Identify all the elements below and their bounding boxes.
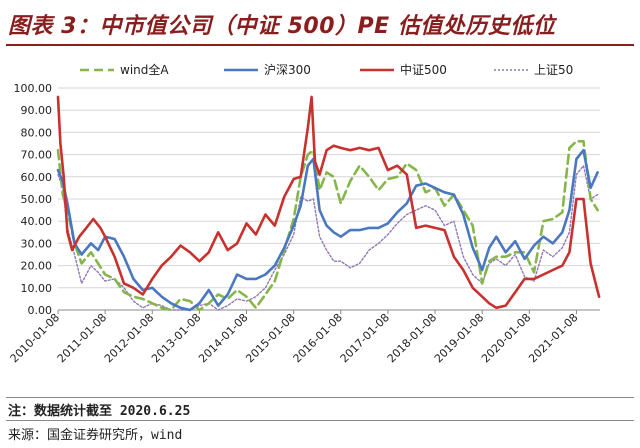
y-tick-label: 50.00 <box>21 193 53 206</box>
y-tick-label: 90.00 <box>21 104 53 117</box>
pe-history-chart: 0.00 10.00 20.00 30.00 40.00 50.00 60.00 70.00 8… <box>0 48 640 393</box>
y-tick-label: 80.00 <box>21 126 53 139</box>
series-line-hs300 <box>56 148 599 312</box>
legend-label-hs300: 沪深300 <box>264 63 311 77</box>
source-line: 来源：国金证券研究所，wind <box>8 428 183 443</box>
y-tick-label: 70.00 <box>21 149 53 162</box>
series-line-sz50 <box>57 164 599 311</box>
y-tick-label: 40.00 <box>21 215 53 228</box>
y-tick-label: 0.00 <box>28 304 53 317</box>
y-tick-label: 100.00 <box>14 82 53 95</box>
chart-gridlines <box>58 87 600 311</box>
series-line-zz500 <box>56 95 601 310</box>
title-divider <box>6 44 634 46</box>
y-tick-label: 20.00 <box>21 260 53 273</box>
y-tick-label: 30.00 <box>21 237 53 250</box>
chart-legend: wind全A 沪深300 中证500 上证50 <box>80 62 573 77</box>
chart-series <box>56 95 601 312</box>
y-tick-label: 10.00 <box>21 282 53 295</box>
legend-label-sz50: 上证50 <box>534 63 573 77</box>
header: 图表 3：中市值公司（中证 500）PE 估值处历史低位 <box>0 0 640 46</box>
legend-label-wind-all-a: wind全A <box>120 62 169 77</box>
source-divider <box>6 420 634 421</box>
chart-area: 0.00 10.00 20.00 30.00 40.00 50.00 60.00 70.00 8… <box>0 48 640 393</box>
note-divider <box>6 397 634 398</box>
legend-label-zz500: 中证500 <box>400 62 447 77</box>
series-line-wind-all-a <box>56 140 599 312</box>
y-tick-label: 60.00 <box>21 171 53 184</box>
figure-title: 图表 3：中市值公司（中证 500）PE 估值处历史低位 <box>8 14 556 39</box>
chart-background <box>0 48 640 393</box>
data-note: 注：数据统计截至 2020.6.25 <box>8 404 191 419</box>
